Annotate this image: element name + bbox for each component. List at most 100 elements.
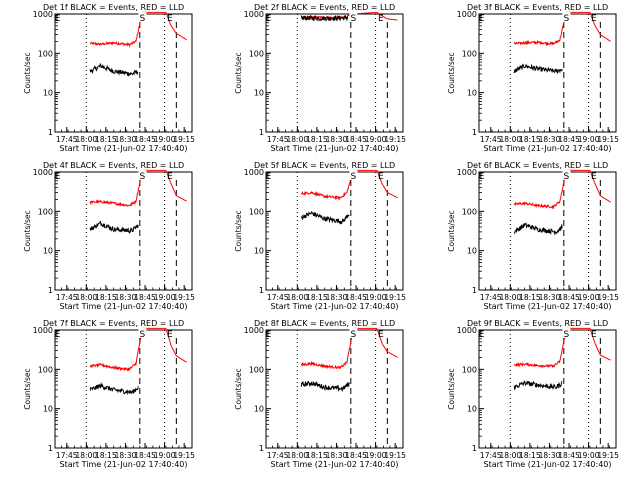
y-axis-label: Counts/sec — [447, 52, 456, 93]
x-tick-label: 18:15 — [519, 451, 541, 460]
plot-frame — [265, 329, 404, 449]
y-tick-label: 10 — [254, 247, 264, 256]
x-tick-label: 19:15 — [173, 135, 195, 144]
marker-label: E — [479, 330, 485, 340]
panel-det-5: Det 5f BLACK = Events, RED = LLD 1 10 100 10… — [234, 161, 406, 311]
y-tick-label: 100 — [249, 49, 264, 58]
x-tick-label: 19:00 — [365, 293, 387, 302]
panel-title: Det 2f BLACK = Events, RED = LLD — [254, 3, 395, 12]
y-tick-label: 100 — [38, 49, 53, 58]
x-axis-label: Start Time (21-Jun-02 17:40:40) — [271, 144, 399, 153]
x-tick-label: 17:45 — [480, 135, 502, 144]
x-tick-label: 18:30 — [115, 451, 137, 460]
x-tick-label: 19:00 — [154, 451, 176, 460]
y-tick-label: 10 — [254, 89, 264, 98]
y-tick-label: 1 — [472, 128, 477, 137]
x-axis-label: Start Time (21-Jun-02 17:40:40) — [484, 302, 612, 311]
lld-trace — [89, 11, 187, 48]
x-tick-label: 18:45 — [134, 451, 156, 460]
plot-frame — [54, 13, 193, 133]
x-tick-label: 18:30 — [539, 293, 561, 302]
x-tick-label: 18:15 — [519, 293, 541, 302]
x-tick-label: 19:00 — [365, 135, 387, 144]
panel-title: Det 7f BLACK = Events, RED = LLD — [43, 319, 184, 328]
plot-frame — [478, 13, 617, 133]
panel-det-3: Det 3f BLACK = Events, RED = LLD 1 10 100 10… — [447, 3, 619, 153]
x-tick-label: 18:30 — [539, 451, 561, 460]
marker-label: E — [55, 172, 61, 182]
events-trace — [513, 63, 563, 75]
y-tick-label: 10 — [43, 89, 53, 98]
x-tick-label: 19:15 — [597, 451, 619, 460]
events-trace — [513, 222, 563, 236]
x-axis-label: Start Time (21-Jun-02 17:40:40) — [271, 302, 399, 311]
marker-label: E — [266, 330, 272, 340]
lld-trace — [89, 169, 187, 207]
y-tick-label: 1 — [259, 444, 264, 453]
x-tick-label: 17:45 — [267, 293, 289, 302]
marker-label: E — [266, 172, 272, 182]
y-tick-label: 1000 — [244, 326, 264, 335]
marker-label: S — [140, 14, 146, 24]
events-trace — [89, 220, 139, 234]
panel-det-9: Det 9f BLACK = Events, RED = LLD 1 10 100 10… — [447, 319, 619, 469]
y-tick-label: 1000 — [244, 168, 264, 177]
marker-label: E — [167, 172, 173, 182]
y-axis-label: Counts/sec — [23, 368, 32, 409]
x-tick-label: 18:15 — [306, 135, 328, 144]
panel-det-4: Det 4f BLACK = Events, RED = LLD 1 10 100 10… — [23, 161, 195, 311]
y-axis-label: Counts/sec — [23, 210, 32, 251]
y-tick-label: 100 — [38, 207, 53, 216]
panel-title: Det 8f BLACK = Events, RED = LLD — [254, 319, 395, 328]
x-tick-label: 18:15 — [519, 135, 541, 144]
x-tick-label: 17:45 — [56, 293, 78, 302]
x-tick-label: 19:15 — [384, 135, 406, 144]
panel-title: Det 5f BLACK = Events, RED = LLD — [254, 161, 395, 170]
y-tick-label: 1 — [259, 128, 264, 137]
plot-frame — [265, 13, 404, 133]
x-tick-label: 18:00 — [76, 451, 98, 460]
x-tick-label: 19:00 — [154, 135, 176, 144]
x-tick-label: 18:45 — [558, 451, 580, 460]
x-tick-label: 18:00 — [287, 135, 309, 144]
marker-label: E — [479, 14, 485, 24]
x-tick-label: 18:00 — [500, 135, 522, 144]
x-tick-label: 18:45 — [345, 135, 367, 144]
panel-det-7: Det 7f BLACK = Events, RED = LLD 1 10 100 10… — [23, 319, 195, 469]
marker-bg — [138, 170, 147, 180]
y-tick-label: 1 — [259, 286, 264, 295]
x-tick-label: 19:00 — [578, 135, 600, 144]
y-tick-label: 100 — [249, 207, 264, 216]
x-tick-label: 18:45 — [558, 293, 580, 302]
marker-label: E — [266, 14, 272, 24]
x-tick-label: 18:30 — [326, 293, 348, 302]
x-tick-label: 18:15 — [306, 293, 328, 302]
y-tick-label: 1000 — [457, 10, 477, 19]
events-trace — [300, 210, 350, 225]
x-tick-label: 18:00 — [76, 135, 98, 144]
panel-det-8: Det 8f BLACK = Events, RED = LLD 1 10 100 10… — [234, 319, 406, 469]
marker-label: E — [479, 172, 485, 182]
y-tick-label: 100 — [249, 365, 264, 374]
y-tick-label: 100 — [38, 365, 53, 374]
marker-bg — [349, 12, 358, 22]
marker-label: E — [591, 172, 597, 182]
marker-label: S — [351, 330, 357, 340]
y-tick-label: 1 — [472, 286, 477, 295]
y-tick-label: 1000 — [33, 168, 53, 177]
x-tick-label: 18:30 — [539, 135, 561, 144]
y-tick-label: 10 — [467, 405, 477, 414]
lld-trace — [89, 327, 187, 372]
y-tick-label: 100 — [462, 365, 477, 374]
x-tick-label: 18:45 — [134, 293, 156, 302]
marker-label: E — [591, 14, 597, 24]
y-tick-label: 1000 — [33, 10, 53, 19]
events-trace — [89, 62, 139, 77]
x-tick-label: 17:45 — [56, 135, 78, 144]
y-tick-label: 10 — [254, 405, 264, 414]
lld-trace — [300, 327, 398, 370]
y-tick-label: 1 — [48, 444, 53, 453]
marker-bg — [562, 170, 571, 180]
events-trace — [300, 14, 349, 22]
